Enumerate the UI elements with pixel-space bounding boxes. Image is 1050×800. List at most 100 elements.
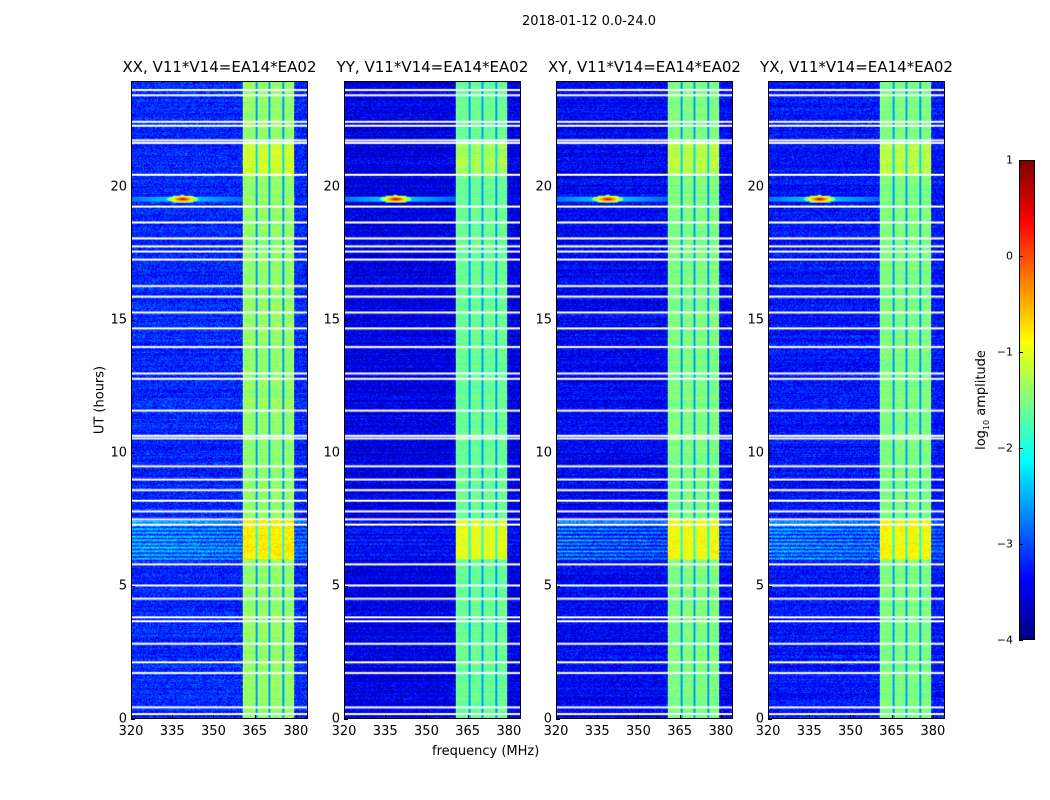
y-tick-label: 5 [118, 578, 127, 594]
y-tick-label: 20 [747, 179, 764, 195]
x-tick-mark [809, 715, 811, 719]
y-tick-mark [344, 453, 348, 455]
colorbar-tick-mark [1019, 256, 1023, 257]
colorbar-tick-label: −2 [996, 441, 1013, 455]
y-tick-label: 5 [755, 578, 764, 594]
x-tick-mark [508, 715, 510, 719]
colorbar-label: log10 amplitude [974, 338, 991, 463]
y-tick-mark [344, 719, 348, 720]
x-tick-mark [720, 715, 722, 719]
x-tick-label: 365 [455, 724, 481, 739]
y-tick-mark [768, 320, 772, 322]
heatmap-panel-3 [768, 81, 945, 719]
y-tick-mark [556, 187, 560, 189]
colorbar-label-sub: 10 [981, 419, 991, 431]
y-tick-label: 20 [535, 179, 552, 195]
x-tick-mark [295, 715, 297, 719]
x-tick-mark [467, 715, 469, 719]
x-tick-mark [556, 715, 557, 719]
y-tick-label: 0 [118, 711, 127, 727]
x-tick-label: 335 [796, 724, 822, 739]
x-tick-mark [131, 715, 132, 719]
x-tick-mark [172, 715, 174, 719]
colorbar-tick-label: 1 [1006, 153, 1013, 167]
x-tick-label: 380 [708, 724, 734, 739]
y-tick-label: 20 [323, 179, 340, 195]
x-tick-label: 365 [667, 724, 693, 739]
x-tick-mark [597, 715, 599, 719]
x-tick-mark [213, 715, 215, 719]
y-tick-label: 15 [110, 312, 127, 328]
colorbar-label-rest: amplitude [974, 350, 990, 420]
colorbar-tick-label: −4 [996, 633, 1013, 647]
x-tick-label: 350 [626, 724, 651, 739]
x-tick-mark [638, 715, 640, 719]
x-tick-mark [426, 715, 428, 719]
heatmap-panel-2 [556, 81, 733, 719]
x-tick-label: 335 [372, 724, 398, 739]
heatmap-panel-0 [131, 81, 308, 719]
colorbar-tick-mark [1019, 544, 1023, 545]
x-tick-label: 380 [496, 724, 522, 739]
x-tick-label: 335 [584, 724, 610, 739]
colorbar-tick-mark [1019, 448, 1023, 449]
x-tick-label: 350 [201, 724, 226, 739]
x-tick-label: 320 [331, 724, 357, 739]
y-tick-mark [131, 586, 135, 588]
y-tick-label: 10 [110, 445, 127, 461]
y-tick-label: 15 [747, 312, 764, 328]
y-tick-mark [768, 453, 772, 455]
y-tick-mark [131, 187, 135, 189]
x-tick-mark [932, 715, 934, 719]
y-tick-mark [344, 586, 348, 588]
y-tick-label: 15 [323, 312, 340, 328]
colorbar-tick-mark [1019, 640, 1023, 641]
x-tick-label: 320 [755, 724, 781, 739]
y-tick-mark [131, 453, 135, 455]
x-tick-label: 380 [920, 724, 946, 739]
colorbar-tick-mark [1019, 160, 1023, 161]
y-tick-mark [344, 187, 348, 189]
x-tick-label: 320 [118, 724, 144, 739]
y-tick-label: 10 [747, 445, 764, 461]
y-tick-mark [556, 719, 560, 720]
x-tick-label: 350 [414, 724, 439, 739]
y-tick-label: 0 [331, 711, 340, 727]
panel-title: XY, V11*V14=EA14*EA02 [548, 58, 741, 76]
colorbar [1019, 160, 1035, 640]
y-tick-label: 5 [331, 578, 340, 594]
panel-title: YY, V11*V14=EA14*EA02 [336, 58, 529, 76]
y-axis-label: UT (hours) [92, 365, 108, 435]
heatmap-panel-1 [344, 81, 521, 719]
x-tick-label: 320 [543, 724, 569, 739]
y-tick-label: 20 [110, 179, 127, 195]
y-tick-label: 0 [755, 711, 764, 727]
y-tick-label: 15 [535, 312, 552, 328]
colorbar-label-log: log [974, 430, 990, 450]
y-tick-label: 10 [535, 445, 552, 461]
x-axis-label: frequency (MHz) [432, 744, 540, 759]
y-tick-mark [768, 187, 772, 189]
y-tick-mark [344, 320, 348, 322]
colorbar-tick-label: 0 [1006, 249, 1013, 263]
y-tick-mark [131, 320, 135, 322]
y-tick-mark [556, 453, 560, 455]
x-tick-label: 365 [242, 724, 268, 739]
x-tick-label: 350 [838, 724, 863, 739]
y-tick-mark [556, 320, 560, 322]
x-tick-mark [344, 715, 345, 719]
y-tick-label: 10 [323, 445, 340, 461]
y-tick-label: 5 [543, 578, 552, 594]
panel-title: YX, V11*V14=EA14*EA02 [760, 58, 953, 76]
x-tick-mark [891, 715, 893, 719]
colorbar-tick-label: −1 [996, 345, 1013, 359]
x-tick-mark [385, 715, 387, 719]
x-tick-label: 335 [159, 724, 185, 739]
colorbar-tick-mark [1019, 352, 1023, 353]
x-tick-mark [254, 715, 256, 719]
y-tick-mark [556, 586, 560, 588]
figure-title: 2018-01-12 0.0-24.0 [522, 14, 656, 29]
x-tick-label: 365 [879, 724, 905, 739]
y-tick-label: 0 [543, 711, 552, 727]
